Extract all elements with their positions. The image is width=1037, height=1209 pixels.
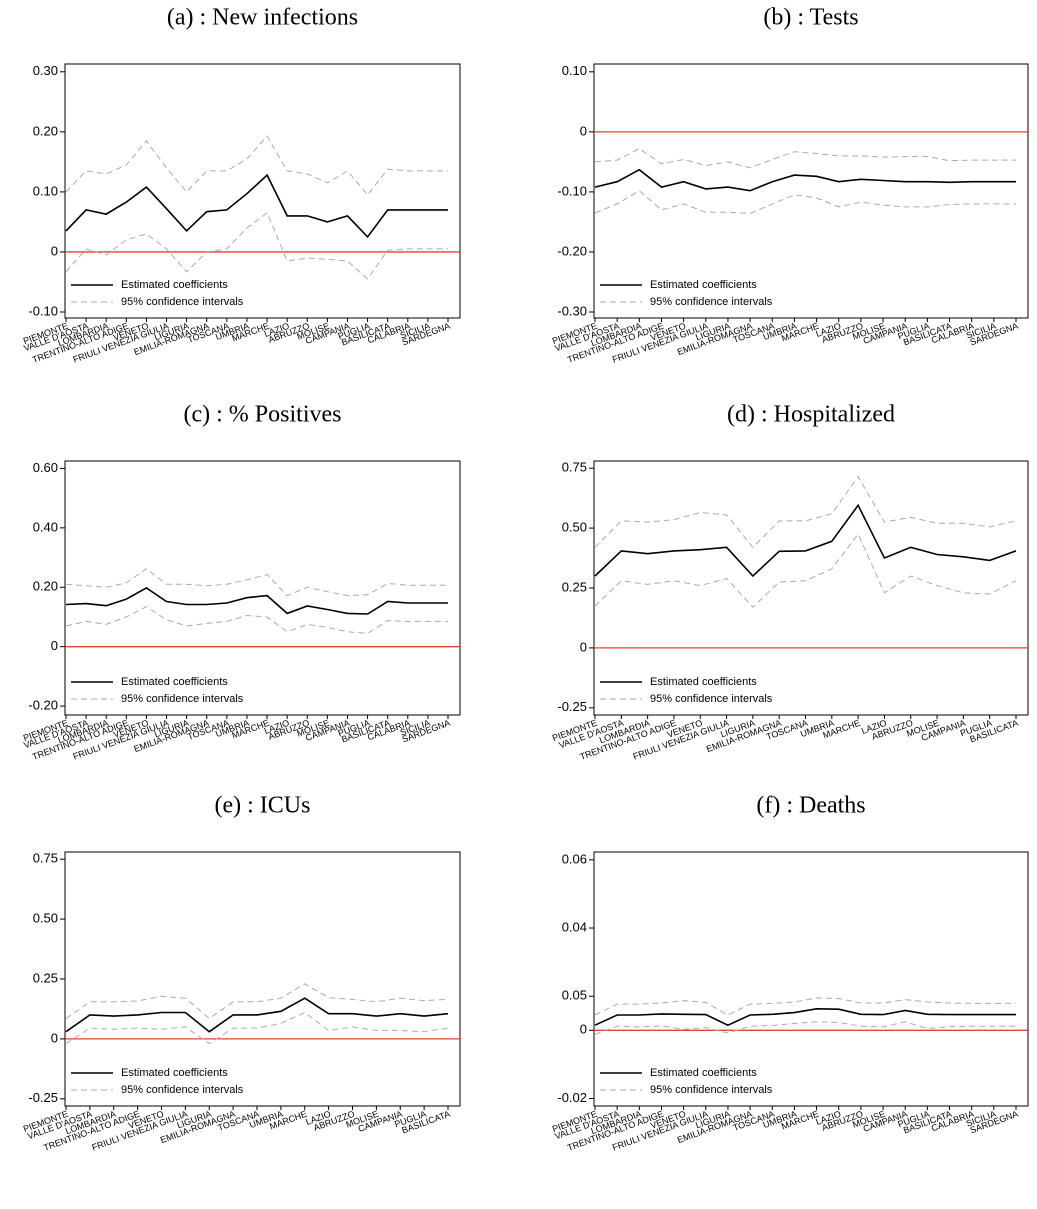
ci-lower-line [594, 190, 1016, 215]
legend-label: 95% confidence intervals [121, 1084, 244, 1096]
y-tick-label: 0 [580, 639, 587, 654]
plot-frame [593, 851, 1029, 1107]
legend-label: 95% confidence intervals [121, 296, 244, 308]
ci-upper-line [594, 475, 1017, 549]
ci-lower-line [594, 1021, 1016, 1035]
estimate-line [594, 1007, 1016, 1027]
y-tick-label: 0 [580, 123, 587, 138]
panel: (d) : Hospitalized0.750.500.250-0.25PIEM… [551, 402, 1029, 762]
y-tick-label: 0.40 [33, 519, 58, 534]
estimate-line [594, 168, 1016, 192]
y-tick-label: 0.05 [562, 988, 587, 1003]
y-tick-label: -0.10 [557, 183, 587, 198]
ci-upper-line [594, 148, 1016, 169]
y-tick-label: -0.30 [557, 303, 587, 318]
y-tick-label: 0.30 [33, 63, 58, 78]
estimate-line [65, 586, 448, 615]
panel: (e) : ICUs0.750.500.250-0.25PIEMONTEVALL… [22, 793, 461, 1153]
ci-lower-line [65, 1011, 449, 1045]
legend-label: Estimated coefficients [650, 676, 757, 688]
y-tick-label: 0.20 [33, 123, 58, 138]
y-tick-label: 0.75 [33, 851, 58, 866]
ci-lower-line [65, 606, 448, 634]
y-tick-label: -0.20 [28, 698, 58, 713]
legend-label: Estimated coefficients [650, 1067, 757, 1079]
panel: (c) : % Positives0.600.400.200-0.20PIEMO… [22, 402, 461, 762]
y-tick-label: -0.25 [557, 699, 587, 714]
y-tick-label: 0.25 [33, 970, 58, 985]
plot-frame [593, 63, 1029, 319]
legend-label: 95% confidence intervals [121, 693, 244, 705]
estimate-line [65, 997, 449, 1033]
y-tick-label: 0.50 [562, 520, 587, 535]
y-tick-label: 0.60 [33, 460, 58, 475]
y-tick-label: 0.75 [562, 460, 587, 475]
legend-label: Estimated coefficients [650, 279, 757, 291]
panel: (a) : New infections0.300.200.100-0.10PI… [22, 5, 461, 365]
legend-label: Estimated coefficients [121, 676, 228, 688]
plot-frame [64, 63, 461, 319]
y-tick-label: -0.25 [28, 1090, 58, 1105]
estimate-line [594, 503, 1017, 578]
legend-label: 95% confidence intervals [650, 693, 773, 705]
y-tick-label: 0 [51, 243, 58, 258]
estimate-line [65, 173, 448, 239]
y-tick-label: 0 [580, 1022, 587, 1037]
y-tick-label: 0 [51, 638, 58, 653]
panel-title: (b) : Tests [763, 5, 858, 31]
y-tick-label: 0.20 [33, 579, 58, 594]
y-tick-label: 0.50 [33, 911, 58, 926]
legend-label: 95% confidence intervals [650, 296, 773, 308]
ci-lower-line [594, 533, 1017, 608]
panel-title: (d) : Hospitalized [727, 402, 895, 428]
y-tick-label: 0.04 [562, 919, 587, 934]
ci-upper-line [65, 568, 448, 597]
panel-title: (c) : % Positives [184, 402, 342, 428]
legend-label: 95% confidence intervals [650, 1084, 773, 1096]
ci-upper-line [594, 997, 1016, 1016]
y-tick-label: 0.25 [562, 579, 587, 594]
ci-upper-line [65, 983, 449, 1020]
legend-label: Estimated coefficients [121, 1067, 228, 1079]
panel-title: (e) : ICUs [215, 793, 311, 819]
y-tick-label: 0.10 [562, 63, 587, 78]
plot-frame [64, 460, 461, 716]
legend-label: Estimated coefficients [121, 279, 228, 291]
y-tick-label: -0.10 [28, 303, 58, 318]
panel: (b) : Tests0.100-0.10-0.20-0.30PIEMONTEV… [551, 5, 1029, 365]
ci-lower-line [65, 212, 448, 280]
panel-title: (a) : New infections [167, 5, 358, 31]
y-tick-label: 0.06 [562, 851, 587, 866]
panel-title: (f) : Deaths [756, 793, 865, 819]
y-tick-label: -0.02 [557, 1090, 587, 1105]
y-tick-label: 0.10 [33, 183, 58, 198]
y-tick-label: -0.20 [557, 243, 587, 258]
ci-upper-line [65, 135, 448, 196]
panel: (f) : Deaths0.060.040.050-0.02PIEMONTEVA… [551, 793, 1029, 1153]
y-tick-label: 0 [51, 1030, 58, 1045]
